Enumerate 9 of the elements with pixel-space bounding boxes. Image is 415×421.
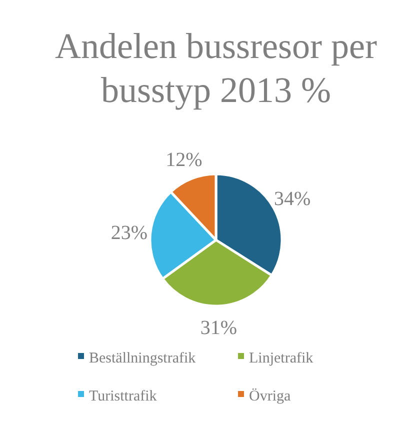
data-label: 31% — [200, 317, 238, 340]
legend-label: Turisttrafik — [89, 388, 158, 404]
data-label: 34% — [274, 188, 311, 210]
data-label: 23% — [110, 222, 148, 244]
chart-title: Andelen bussresor per busstyp 2013 % — [55, 26, 377, 110]
legend-label: Övriga — [249, 387, 291, 404]
legend-label: Beställningstrafik — [89, 350, 196, 366]
legend-label: Linjetrafik — [249, 350, 314, 366]
data-label: 12% — [166, 149, 202, 171]
